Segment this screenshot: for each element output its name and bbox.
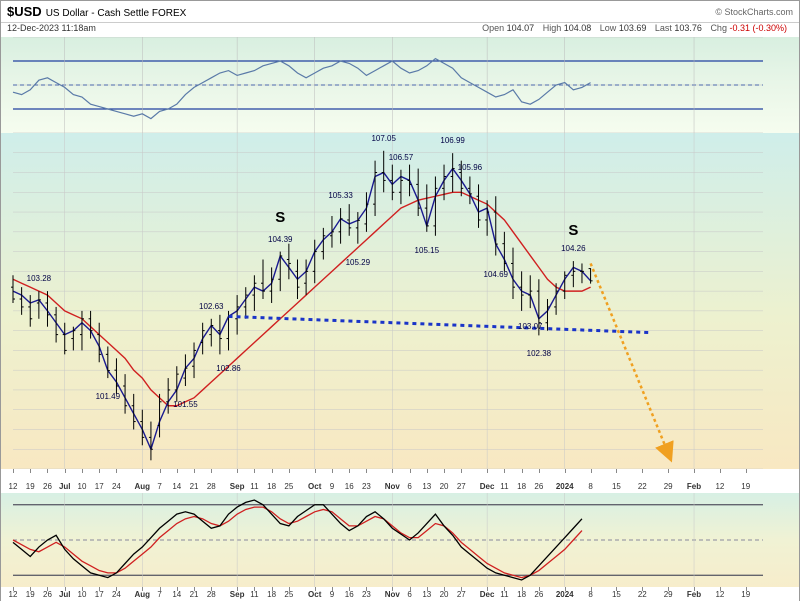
ohlc-readout: Open 104.07 High 104.08 Low 103.69 Last … bbox=[482, 23, 793, 37]
stoch-panel: 205080 bbox=[1, 493, 799, 587]
chart-container: $USD US Dollar - Cash Settle FOREX © Sto… bbox=[0, 0, 800, 601]
price-panel: $USD (Daily) 103.76 99.099.5100.0100.510… bbox=[1, 133, 799, 469]
symbol: $USD bbox=[7, 4, 42, 19]
datetime: 12-Dec-2023 11:18am bbox=[7, 23, 96, 37]
x-axis: 121926Jul101724Aug7142128Sep111825Oct916… bbox=[1, 469, 799, 493]
description: US Dollar - Cash Settle FOREX bbox=[46, 8, 187, 19]
source-label: © StockCharts.com bbox=[715, 7, 793, 17]
x-axis-2: 121926Jul101724Aug7142128Sep111825Oct916… bbox=[1, 587, 799, 601]
chart-subheader: 12-Dec-2023 11:18am Open 104.07 High 104… bbox=[1, 23, 799, 37]
rsi-panel: 1030507090 bbox=[1, 37, 799, 133]
chart-header: $USD US Dollar - Cash Settle FOREX © Sto… bbox=[1, 1, 799, 23]
